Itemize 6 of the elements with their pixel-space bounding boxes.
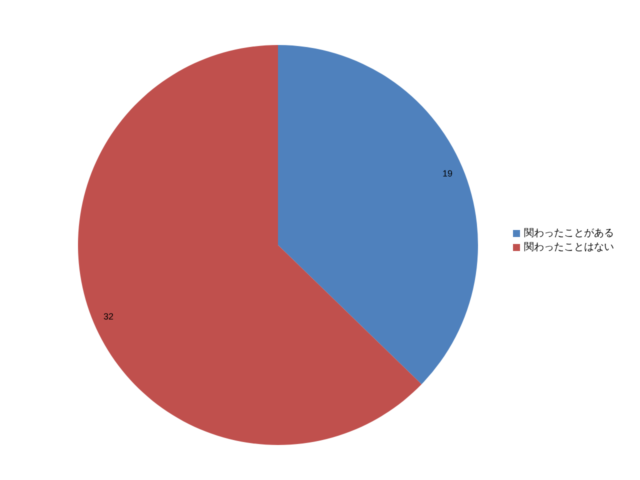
pie-slice	[78, 45, 422, 445]
legend-label: 関わったことはない	[524, 242, 614, 253]
pie-slice	[278, 45, 478, 384]
data-label: 32	[104, 312, 114, 322]
legend-label: 関わったことがある	[524, 228, 614, 239]
data-label: 19	[442, 168, 452, 178]
